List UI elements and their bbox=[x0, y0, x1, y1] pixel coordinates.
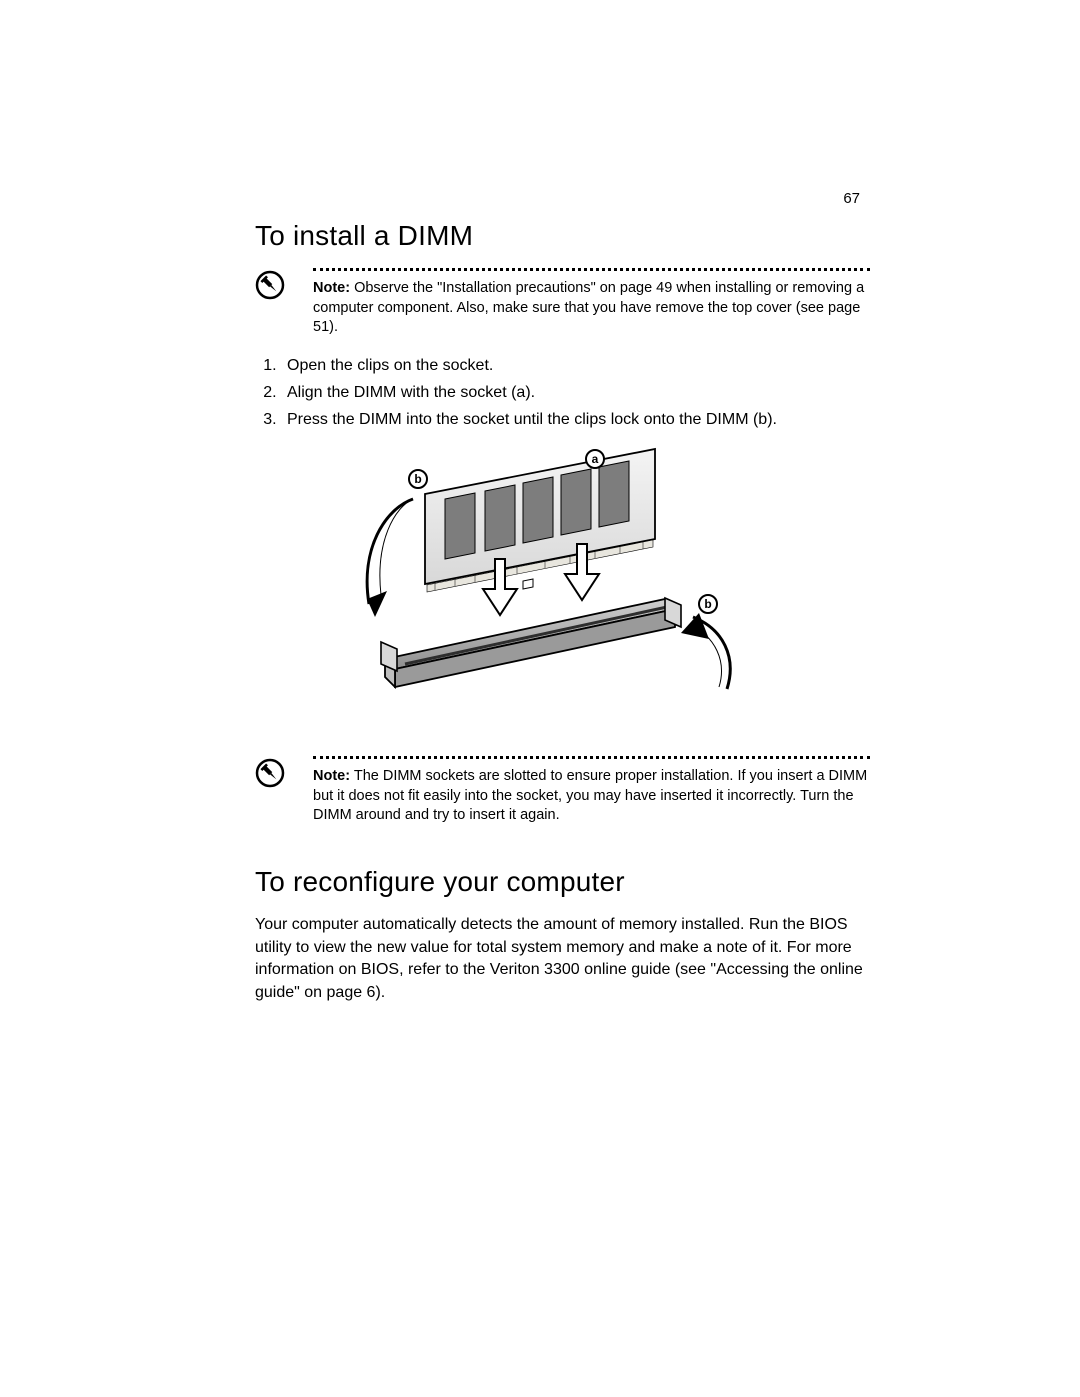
manual-page: 67 To install a DIMM Note: Observe the "… bbox=[0, 0, 1080, 1397]
pin-icon bbox=[255, 270, 285, 338]
heading-install-dimm: To install a DIMM bbox=[255, 220, 870, 252]
note-text-2: Note: The DIMM sockets are slotted to en… bbox=[313, 767, 870, 826]
pin-icon bbox=[255, 758, 285, 826]
step-3: Press the DIMM into the socket until the… bbox=[281, 408, 870, 431]
dimm-figure: a b bbox=[295, 439, 870, 744]
reconfigure-body: Your computer automatically detects the … bbox=[255, 914, 870, 1005]
callout-a: a bbox=[592, 452, 599, 466]
note-block-2: Note: The DIMM sockets are slotted to en… bbox=[255, 756, 870, 826]
dotted-rule bbox=[313, 268, 870, 271]
callout-b-right: b bbox=[704, 597, 711, 611]
heading-reconfigure: To reconfigure your computer bbox=[255, 866, 870, 898]
step-1: Open the clips on the socket. bbox=[281, 354, 870, 377]
note-label: Note: bbox=[313, 768, 350, 784]
page-number: 67 bbox=[843, 190, 860, 207]
note-label: Note: bbox=[313, 280, 350, 296]
note-content: Observe the "Installation precautions" o… bbox=[313, 280, 864, 335]
note-text-1: Note: Observe the "Installation precauti… bbox=[313, 279, 870, 338]
callout-b-left: b bbox=[414, 472, 421, 486]
step-2: Align the DIMM with the socket (a). bbox=[281, 381, 870, 404]
dotted-rule bbox=[313, 756, 870, 759]
install-steps: Open the clips on the socket. Align the … bbox=[255, 354, 870, 432]
note-block-1: Note: Observe the "Installation precauti… bbox=[255, 268, 870, 338]
note-content: The DIMM sockets are slotted to ensure p… bbox=[313, 768, 867, 823]
